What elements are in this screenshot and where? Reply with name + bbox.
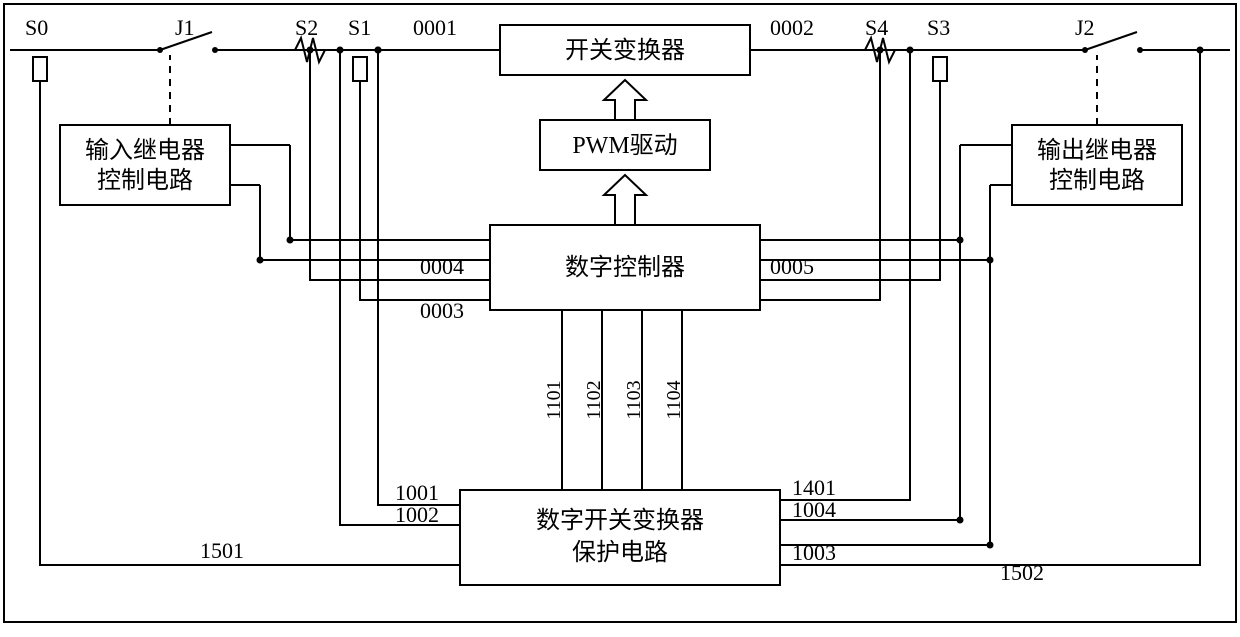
net-1002 [340,50,460,525]
lbl-1101: 1101 [543,380,565,419]
s3-label: S3 [927,15,950,40]
lbl-1002: 1002 [395,502,439,527]
n0002-label: 0002 [770,15,814,40]
n0001-label: 0001 [413,15,457,40]
protection-label-1: 数字开关变换器 [536,507,704,534]
dot-l1 [287,237,294,244]
relay-in-label-2: 控制电路 [97,167,193,194]
dot-1002 [337,47,344,54]
lbl-0003: 0003 [420,298,464,323]
controller-label: 数字控制器 [565,254,685,281]
protection-box [460,490,780,585]
s0-sensor [33,57,47,81]
net-0005 [760,81,940,280]
s0-label: S0 [25,15,48,40]
dot-1401 [907,47,914,54]
s2-label: S2 [295,15,318,40]
arrow-controller-to-pwm [604,175,646,225]
s4-label: S4 [865,15,888,40]
pwm-label: PWM驱动 [572,132,677,159]
protection-label-2: 保护电路 [572,539,668,566]
arrow-pwm-to-converter [604,80,646,120]
lbl-1501: 1501 [200,538,244,563]
lbl-1104: 1104 [663,380,685,419]
j2-label: J2 [1075,15,1095,40]
j1-label: J1 [175,15,195,40]
s1-label: S1 [348,15,371,40]
lbl-1102: 1102 [583,380,605,419]
lbl-1004: 1004 [792,497,836,522]
lbl-0004: 0004 [420,254,464,279]
s3-sensor [933,57,947,81]
lbl-0005: 0005 [770,254,814,279]
dot-0004 [307,47,314,54]
lbl-1003: 1003 [792,540,836,565]
net-0004 [310,50,490,280]
dot-1004 [957,517,964,524]
relay-in-label-1: 输入继电器 [85,137,205,164]
dot-1003 [987,542,994,549]
relay-out-label-2: 控制电路 [1049,167,1145,194]
dot-s4 [877,47,884,54]
s1-sensor [353,57,367,81]
relay-out-label-1: 输出继电器 [1037,137,1157,164]
dot-1502 [1197,47,1204,54]
dot-extra-l [375,47,382,54]
converter-label: 开关变换器 [565,37,685,64]
lbl-1502: 1502 [1000,560,1044,585]
lbl-1103: 1103 [623,380,645,419]
dot-l2 [257,257,264,264]
